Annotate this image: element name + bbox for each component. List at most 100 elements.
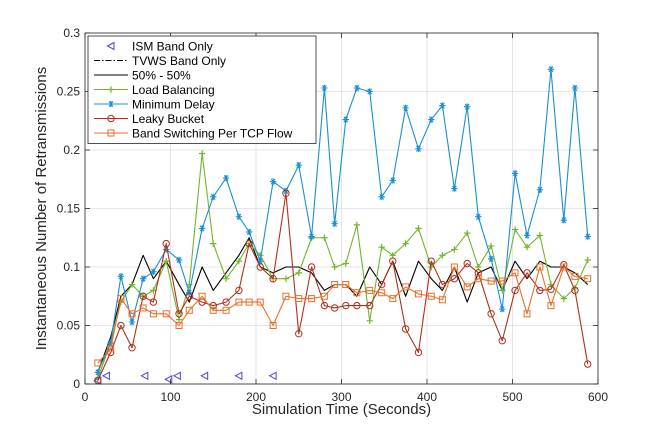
- series-band-switching-per-tcp-flow-point: [474, 275, 482, 283]
- series-band-switching-per-tcp-flow-point: [107, 345, 115, 353]
- series-band-switching-per-tcp-flow-point: [308, 295, 316, 303]
- series-band-switching-per-tcp-flow-point: [222, 306, 230, 314]
- series-minimum-delay-point: [308, 233, 315, 240]
- x-tick-label: 300: [331, 390, 351, 404]
- series-load-balancing-point: [584, 256, 591, 264]
- series-minimum-delay-point: [269, 178, 277, 185]
- series-leaky-bucket-point: [463, 259, 471, 268]
- series-minimum-delay-point: [378, 193, 385, 200]
- series-band-switching-per-tcp-flow-point: [427, 292, 435, 300]
- series-minimum-delay-point: [353, 84, 361, 92]
- series-band-switching-per-tcp-flow-point: [342, 281, 350, 289]
- series-band-switching-per-tcp-flow-point: [117, 295, 125, 303]
- series-leaky-bucket-point: [584, 360, 592, 368]
- x-tick-label: 100: [160, 390, 180, 404]
- series-load-balancing-point: [353, 221, 361, 229]
- legend-label: ISM Band Only: [132, 40, 213, 54]
- series-band-switching-per-tcp-flow-point: [511, 269, 519, 277]
- series-minimum-delay-point: [222, 174, 230, 182]
- series-minimum-delay-point: [321, 84, 328, 92]
- series-band-switching-per-tcp-flow-point: [269, 322, 277, 329]
- series-band-switching-per-tcp-flow-point: [282, 292, 290, 300]
- series-minimum-delay-point: [235, 213, 243, 220]
- series-minimum-delay-point: [571, 84, 579, 92]
- series-band-switching-per-tcp-flow-point: [536, 263, 544, 271]
- series-band-switching-per-tcp-flow-point: [353, 289, 361, 297]
- series-load-balancing-point: [163, 257, 170, 265]
- series-minimum-delay-point: [150, 268, 157, 275]
- series-band-switching-per-tcp-flow-point: [245, 298, 253, 306]
- series-leaky-bucket-point: [269, 275, 277, 283]
- series-load-balancing-point: [487, 242, 495, 250]
- series-leaky-bucket-point: [320, 301, 329, 310]
- legend-marker: [106, 41, 115, 51]
- series-leaky-bucket-point: [222, 298, 230, 306]
- series-band-switching-per-tcp-flow-point: [331, 281, 339, 289]
- x-axis-label: Simulation Time (Seconds): [252, 401, 431, 418]
- legend-label: Load Balancing: [132, 83, 215, 97]
- x-tick-label: 200: [246, 390, 266, 404]
- series-load-balancing-point: [282, 275, 290, 282]
- series-leaky-bucket-point: [450, 275, 459, 283]
- series-ism-band-only-point: [234, 371, 243, 381]
- y-tick-label: 0.2: [63, 143, 80, 157]
- series-leaky-bucket-point: [353, 301, 361, 310]
- series-leaky-bucket-point: [282, 189, 290, 197]
- series-ism-band-only-point: [140, 371, 149, 381]
- series-band-switching-per-tcp-flow-point: [571, 272, 579, 280]
- series-layer: [93, 66, 592, 385]
- series-leaky-bucket-point: [487, 310, 495, 318]
- series-leaky-bucket-point: [256, 263, 264, 271]
- legend-label: Leaky Bucket: [132, 112, 205, 126]
- series-minimum-delay-point: [117, 273, 125, 280]
- series-minimum-delay-point: [295, 162, 302, 169]
- series-load-balancing-point: [128, 281, 136, 288]
- series-minimum-delay-point: [366, 88, 373, 95]
- series-leaky-bucket-point: [245, 239, 253, 248]
- series-band-switching-per-tcp-flow-point: [450, 263, 458, 271]
- y-tick-label: 0.25: [57, 85, 81, 99]
- series-leaky-bucket-point: [389, 257, 397, 265]
- series-band-switching-per-tcp-flow-point: [366, 286, 374, 294]
- series-leaky-bucket-point: [342, 301, 350, 310]
- series-load-balancing-point: [536, 232, 544, 239]
- series-minimum-delay-point: [584, 233, 591, 240]
- series-band-switching-per-tcp-flow-point: [463, 283, 471, 291]
- legend-item: Load Balancing: [94, 83, 215, 97]
- series-ism-band-only-point: [200, 371, 209, 381]
- legend-marker: [107, 86, 115, 93]
- series-load-balancing-point: [175, 316, 183, 323]
- series-leaky-bucket-point: [401, 325, 410, 333]
- series-band-switching-per-tcp-flow-point: [162, 310, 170, 318]
- series-minimum-delay-point: [547, 66, 555, 73]
- legend-item: TVWS Band Only: [94, 54, 226, 68]
- series-leaky-bucket-point: [128, 344, 136, 352]
- series-minimum-delay-point: [210, 193, 217, 200]
- series-band-switching-per-tcp-flow-point: [414, 290, 422, 298]
- series-leaky-bucket-point: [571, 286, 579, 295]
- x-tick-label: 0: [82, 390, 89, 404]
- series-band-switching-per-tcp-flow: [94, 263, 592, 367]
- legend-item: Minimum Delay: [94, 98, 215, 112]
- series-load-balancing-point: [439, 252, 446, 259]
- series-minimum-delay-point: [94, 369, 102, 376]
- series-load-balancing-point: [342, 260, 349, 267]
- series-band-switching-per-tcp-flow-point: [320, 292, 328, 300]
- y-tick-label: 0.05: [57, 319, 81, 333]
- series-leaky-bucket-point: [377, 280, 386, 289]
- series-minimum-delay-line: [97, 68, 589, 373]
- series-load-balancing-point: [511, 226, 519, 233]
- legend-label: TVWS Band Only: [132, 54, 226, 68]
- y-tick-label: 0.3: [63, 26, 80, 40]
- ticks: 0 100 200 300 400 500 600 0 0.05 0.1 0.15 0.2 0.25 0.…: [57, 26, 609, 404]
- series-minimum-delay-point: [523, 232, 531, 239]
- series-band-switching-per-tcp-flow-point: [209, 306, 217, 314]
- series-leaky-bucket-point: [547, 285, 555, 293]
- series-minimum-delay-point: [257, 257, 264, 265]
- series-load-balancing-point: [321, 234, 328, 241]
- series-leaky-bucket-point: [117, 321, 125, 330]
- series-band-switching-per-tcp-flow-point: [498, 277, 506, 285]
- series-band-switching-per-tcp-flow-point: [523, 310, 531, 318]
